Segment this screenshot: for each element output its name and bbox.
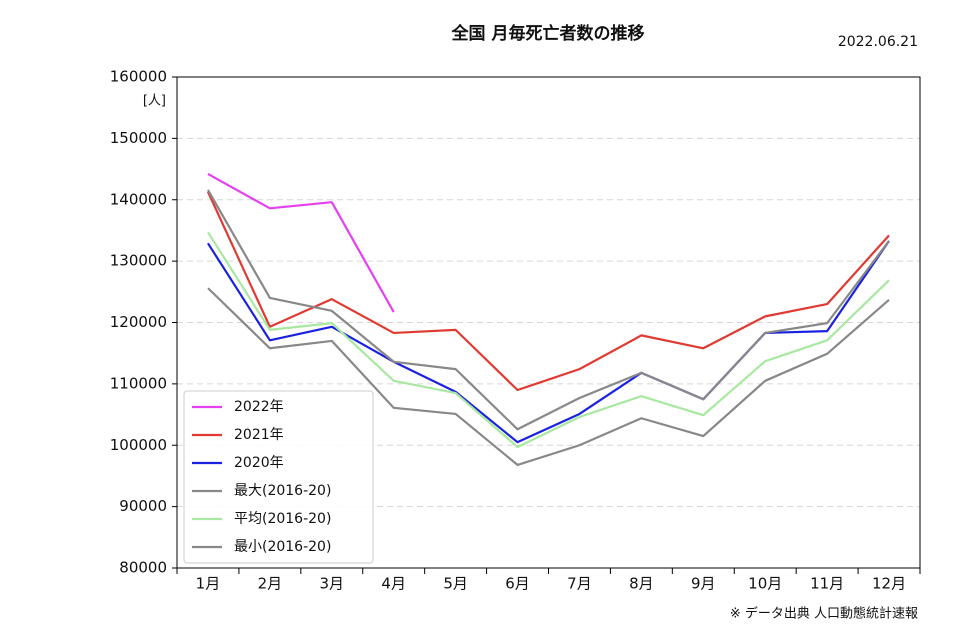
- series-line: [207, 287, 890, 466]
- series-line: [207, 240, 890, 444]
- legend-label: 最大(2016-20): [234, 483, 331, 499]
- source: ※ データ出典 人口動態統計速報: [730, 606, 918, 622]
- y-tick-label: 80000: [119, 559, 167, 577]
- y-tick-label: 110000: [110, 374, 167, 392]
- y-unit: [人]: [143, 94, 166, 109]
- y-tick-label: 150000: [110, 129, 167, 147]
- series-line: [207, 173, 395, 313]
- x-tick-label: 11月: [810, 575, 844, 593]
- y-tick-label: 130000: [110, 252, 167, 270]
- y-tick-label: 120000: [110, 313, 167, 331]
- series-line: [207, 189, 890, 431]
- legend-box: [183, 390, 374, 564]
- plot-frame: [176, 76, 921, 569]
- x-tick-label: 3月: [320, 575, 345, 593]
- x-tick-label: 10月: [748, 575, 782, 593]
- y-tick-label: 100000: [110, 436, 167, 454]
- x-tick-label: 6月: [505, 575, 530, 593]
- y-tick-label: 140000: [110, 190, 167, 208]
- x-tick-label: 2月: [258, 575, 283, 593]
- x-tick-label: 5月: [443, 575, 468, 593]
- legend-label: 2022年: [234, 399, 284, 415]
- x-tick-label: 9月: [691, 575, 716, 593]
- x-tick-label: 1月: [196, 575, 221, 593]
- x-tick-label: 8月: [629, 575, 654, 593]
- legend-label: 2020年: [234, 455, 284, 471]
- legend-label: 最小(2016-20): [234, 539, 331, 555]
- series-line: [207, 231, 890, 449]
- x-tick-label: 12月: [872, 575, 906, 593]
- series-line: [206, 191, 890, 392]
- legend-label: 2021年: [234, 427, 284, 443]
- x-tick-label: 4月: [381, 575, 406, 593]
- x-tick-label: 7月: [567, 575, 592, 593]
- date: 2022.06.21: [838, 34, 918, 50]
- y-tick-label: 160000: [110, 68, 167, 86]
- y-tick-label: 90000: [119, 497, 167, 515]
- legend-label: 平均(2016-20): [234, 511, 331, 527]
- chart-title: 全国 月毎死亡者数の推移: [451, 23, 645, 44]
